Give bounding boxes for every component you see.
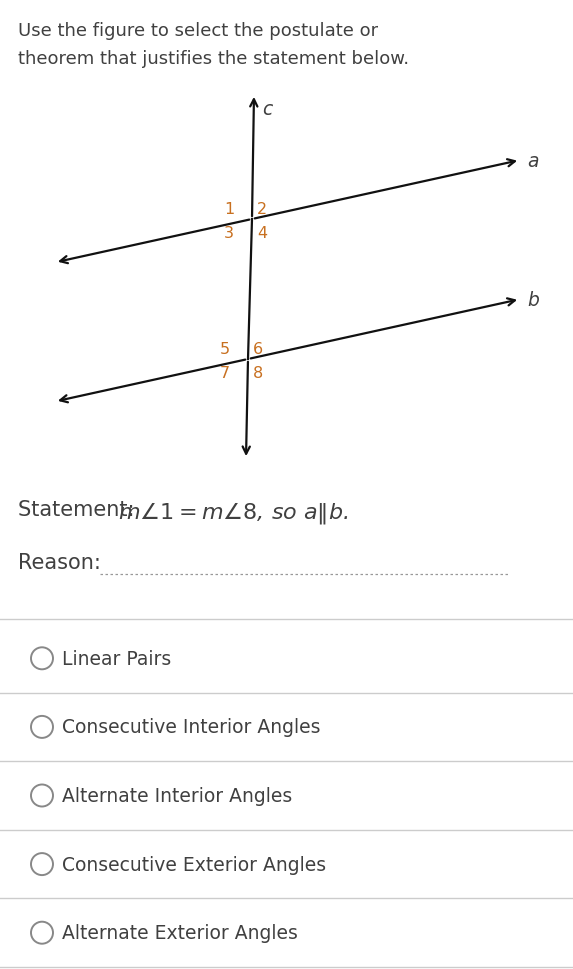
Text: $m\angle 1 = m\angle 8$, so $a \Vert b$.: $m\angle 1 = m\angle 8$, so $a \Vert b$. [118, 499, 348, 525]
Text: Alternate Exterior Angles: Alternate Exterior Angles [62, 923, 298, 942]
Text: 2: 2 [257, 203, 267, 217]
Text: c: c [262, 100, 272, 119]
Text: 5: 5 [220, 342, 230, 358]
Text: Use the figure to select the postulate or: Use the figure to select the postulate o… [18, 22, 378, 40]
Text: theorem that justifies the statement below.: theorem that justifies the statement bel… [18, 50, 409, 68]
Text: 7: 7 [220, 366, 230, 381]
Text: 8: 8 [253, 366, 263, 381]
Text: Statement:: Statement: [18, 499, 141, 519]
Text: b: b [527, 291, 539, 309]
Text: Linear Pairs: Linear Pairs [62, 649, 171, 668]
Text: a: a [527, 151, 539, 171]
Text: Alternate Interior Angles: Alternate Interior Angles [62, 786, 292, 805]
Text: 4: 4 [257, 227, 267, 241]
Text: Consecutive Interior Angles: Consecutive Interior Angles [62, 718, 320, 736]
Text: 6: 6 [253, 342, 263, 358]
Text: Consecutive Exterior Angles: Consecutive Exterior Angles [62, 855, 326, 874]
Text: 1: 1 [223, 203, 234, 217]
Text: 3: 3 [224, 227, 234, 241]
Text: Reason:: Reason: [18, 552, 101, 573]
